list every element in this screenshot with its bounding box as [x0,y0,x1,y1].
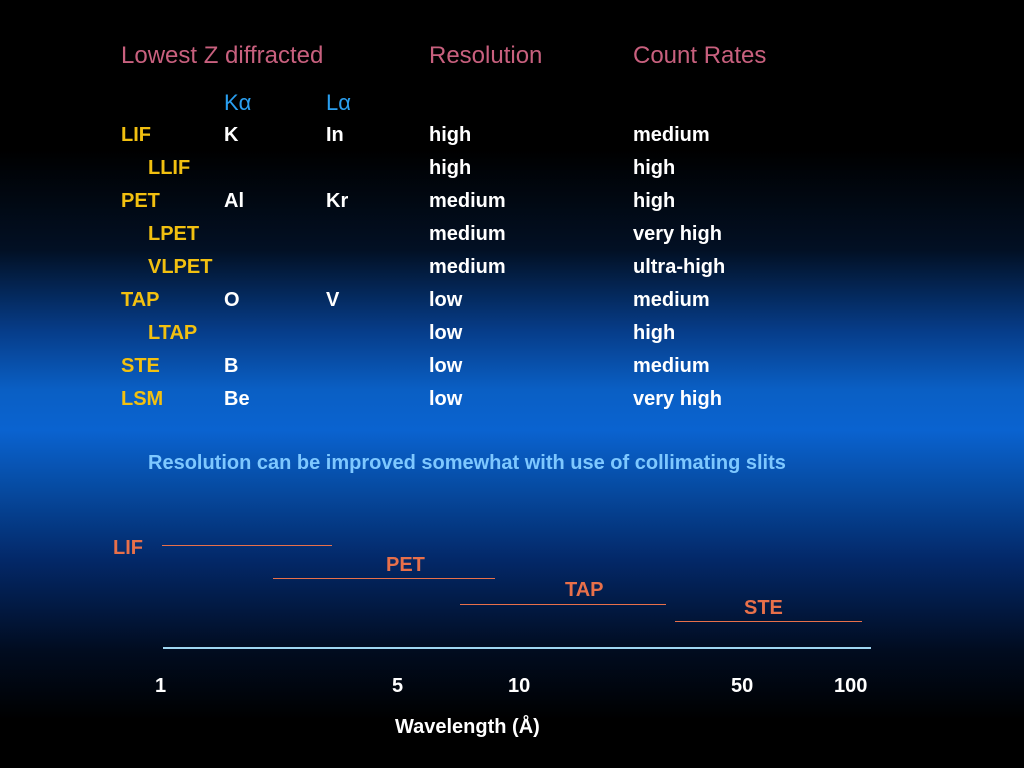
table-row: LPET medium very high [0,223,1024,256]
count-rate-value: ultra-high [633,256,726,278]
crystal-name: LLIF [148,157,191,179]
crystal-name: PET [121,190,160,212]
crystal-name: LTAP [148,322,198,344]
count-rate-value: medium [633,124,710,146]
count-rate-value: medium [633,355,710,377]
header-resolution: Resolution [429,42,543,69]
crystal-name: VLPET [148,256,213,278]
count-rate-value: very high [633,388,722,410]
tick-label: 50 [731,675,754,697]
resolution-value: medium [429,190,506,212]
subheader-l-alpha: Lα [326,90,351,115]
k-alpha-element: K [224,124,239,146]
l-alpha-element: Kr [326,190,349,212]
table-row: TAP O V low medium [0,289,1024,322]
count-rate-value: high [633,190,676,212]
count-rate-value: high [633,157,676,179]
table-row: VLPET medium ultra-high [0,256,1024,289]
resolution-value: medium [429,223,506,245]
table-row: PET Al Kr medium high [0,190,1024,223]
tick-label: 100 [834,675,868,697]
count-rate-value: medium [633,289,710,311]
axis-title: Wavelength (Å) [395,716,540,738]
crystal-name: LSM [121,388,164,410]
range-line-pet [273,578,495,579]
table-row: LTAP low high [0,322,1024,355]
header-count-rates: Count Rates [633,42,767,69]
l-alpha-element: In [326,124,344,146]
crystal-name: STE [121,355,160,377]
range-label-ste: STE [744,597,783,619]
crystal-name: TAP [121,289,160,311]
subheader-k-alpha: Kα [224,90,252,115]
count-rate-value: very high [633,223,722,245]
table-row: LLIF high high [0,157,1024,190]
tick-label: 10 [508,675,531,697]
crystal-name: LIF [121,124,151,146]
k-alpha-element: B [224,355,239,377]
k-alpha-element: O [224,289,240,311]
collimating-slits-note: Resolution can be improved somewhat with… [148,452,786,474]
tick-label: 5 [392,675,404,697]
range-line-ste [675,621,862,622]
k-alpha-element: Be [224,388,250,410]
table-row: STE B low medium [0,355,1024,388]
resolution-value: high [429,124,472,146]
l-alpha-element: V [326,289,340,311]
resolution-value: low [429,388,463,410]
range-line-tap [460,604,666,605]
crystal-name: LPET [148,223,200,245]
resolution-value: low [429,322,463,344]
table-row: LIF K In high medium [0,124,1024,157]
range-label-lif: LIF [113,537,143,559]
range-label-tap: TAP [565,579,604,601]
range-label-pet: PET [386,554,425,576]
header-lowest-z: Lowest Z diffracted [121,42,324,69]
resolution-value: low [429,289,463,311]
range-line-lif [162,545,332,546]
k-alpha-element: Al [224,190,244,212]
tick-label: 1 [155,675,167,697]
table-row: LSM Be low very high [0,388,1024,421]
count-rate-value: high [633,322,676,344]
resolution-value: high [429,157,472,179]
resolution-value: medium [429,256,506,278]
wavelength-axis [163,647,871,649]
resolution-value: low [429,355,463,377]
